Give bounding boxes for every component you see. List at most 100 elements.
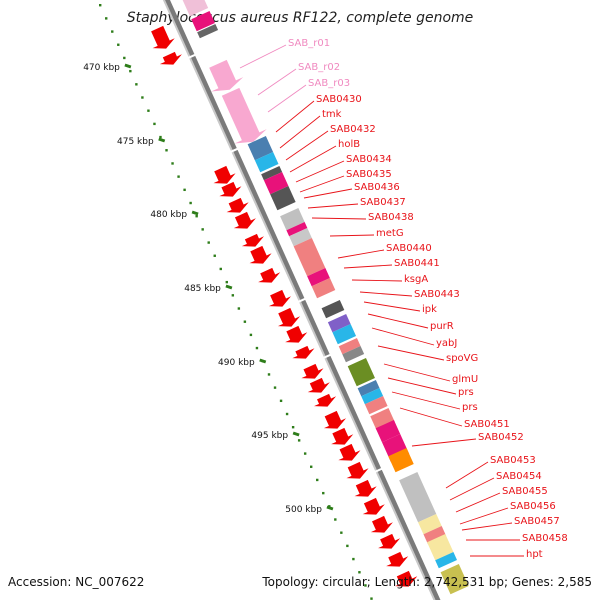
cog-feature [247,136,274,161]
ruler-dot [135,83,138,86]
gene-label: SAB0451 [464,419,510,430]
ruler-dot [255,346,259,350]
gene-label: SAB0432 [330,124,376,135]
ruler-dot [183,188,186,192]
cds-arrow [323,410,347,429]
cog-feature [311,278,336,299]
gene-label: glmU [452,374,478,385]
cds-arrow [346,461,369,479]
ruler-dot [171,162,174,165]
gene-label: prs [462,402,478,413]
ruler-dot [322,491,325,495]
scale-tick-label: 485 kbp [184,284,221,294]
cog-feature [289,228,312,247]
label-leader-line [377,345,445,361]
gene-label: SAB_r02 [298,62,340,73]
gene-label: SAB0440 [386,243,432,254]
scale-tick-label: 475 kbp [117,137,154,147]
label-leader-line [411,438,477,447]
scale-tick [225,284,233,290]
cds-arrow [213,165,236,184]
gene-label: SAB0443 [414,289,460,300]
scale-tick-label: 480 kbp [150,210,187,220]
gene-label: metG [376,228,404,239]
label-leader-line [285,130,329,161]
cog-feature [327,314,351,333]
cds-arrow [151,25,175,49]
ruler-dot [123,56,126,60]
ruler-dot [147,109,150,112]
cog-feature [263,172,289,195]
gene-label: SAB0457 [514,516,560,527]
ruler-dot [129,69,132,73]
gene-label: purR [430,321,454,332]
cog-feature [191,11,215,32]
cog-feature [435,552,458,569]
cds-arrow [285,325,308,343]
gene-label: ipk [422,304,437,315]
cds-arrow [370,515,393,533]
label-leader-line [279,115,321,149]
cog-feature [342,346,365,363]
ruler-dot [219,267,222,271]
cog-feature [254,152,279,173]
ruler-dot [303,452,307,455]
cds-arrow [249,245,272,264]
gene-label: SAB0438 [368,212,414,223]
cds-arrow [268,289,292,307]
gene-label: SAB0458 [522,533,568,544]
cog-feature [361,388,384,405]
cog-feature [261,166,283,181]
cog-feature [270,186,296,211]
ruler-dot [237,307,241,310]
backbone-gap [228,146,241,154]
backbone-gap [186,52,199,60]
cds-arrow [362,497,385,515]
backbone-gap [373,466,386,474]
label-leader-line [275,100,315,133]
ruler-dot [201,228,204,231]
label-leader-line [299,175,345,193]
scale-tick-label: 500 kbp [285,505,322,515]
ruler-dot [111,30,114,33]
ruler-dot [231,294,235,297]
label-leader-line [329,234,375,237]
ruler-dot [141,96,144,99]
label-leader-line [289,145,337,173]
ruler-dot [195,214,198,218]
cog-feature [332,324,357,345]
label-leader-line [239,44,287,69]
ruler-dot [159,135,162,139]
gene-label: SAB0436 [354,182,400,193]
scale-tick-label: 490 kbp [218,358,255,368]
ruler-dot [243,320,247,323]
ruler-dot [225,280,228,284]
ruler-dot [279,399,283,403]
cds-arrow [292,345,315,359]
cds-arrow [354,479,377,497]
label-leader-line [367,313,429,329]
cog-feature [280,208,305,231]
cog-feature [364,396,388,415]
ruler-dot [267,373,271,376]
rrna-arrow [209,59,244,92]
gene-label: SAB0430 [316,94,362,105]
cog-feature [357,380,380,397]
ruler-dot [316,478,319,482]
cds-arrow [301,363,324,379]
cds-arrow [233,211,256,229]
label-leader-line [391,391,461,410]
ruler-dot [358,571,361,574]
cog-feature [427,534,454,561]
cog-feature [293,238,326,277]
topology-label: Topology: circular; Length: 2,742,531 bp… [262,575,592,589]
scale-tick-label: 470 kbp [83,63,120,73]
gene-label: SAB0437 [360,197,406,208]
scale-tick [326,505,334,511]
label-leader-line [337,249,385,259]
gene-label: SAB0452 [478,432,524,443]
label-leader-line [363,301,421,312]
ruler-dot [213,254,216,257]
gene-label: prs [458,387,474,398]
